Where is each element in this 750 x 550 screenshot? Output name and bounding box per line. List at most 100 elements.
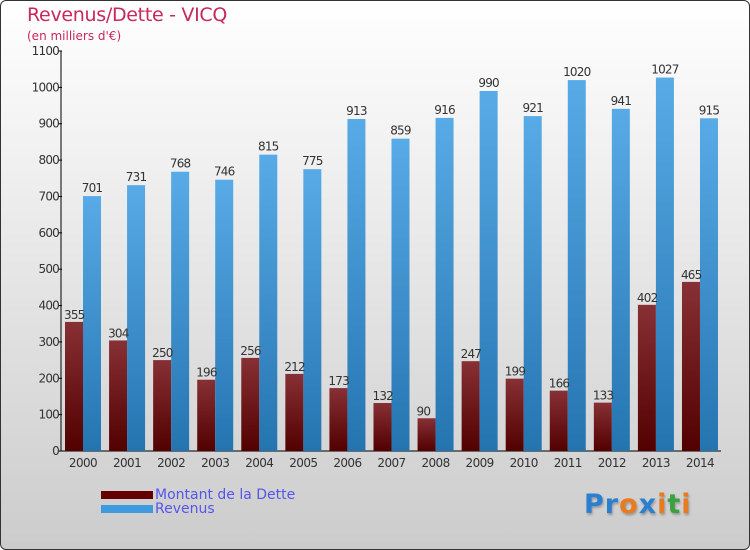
bar-dette <box>593 402 612 451</box>
chart-title: Revenus/Dette - VICQ <box>27 4 228 26</box>
bar-dette <box>109 340 128 451</box>
bar-revenus <box>127 185 146 451</box>
bar-revenus <box>611 108 630 452</box>
data-label-revenus: 815 <box>258 140 279 154</box>
legend-label-dette: Montant de la Dette <box>155 487 296 503</box>
bar-dette <box>505 378 524 451</box>
data-label-dette: 173 <box>328 374 349 388</box>
x-tick-label: 2014 <box>686 456 714 470</box>
y-tick-label: 400 <box>38 299 59 313</box>
x-tick-label: 2009 <box>466 456 494 470</box>
y-tick-label: 900 <box>38 117 59 131</box>
logo-letter: P <box>584 489 605 520</box>
x-tick-label: 2008 <box>421 456 449 470</box>
data-label-dette: 132 <box>372 389 393 403</box>
data-label-dette: 247 <box>461 347 482 361</box>
data-label-revenus: 913 <box>346 104 367 118</box>
bar-dette <box>197 379 216 451</box>
bar-dette <box>285 373 304 451</box>
y-tick-label: 300 <box>38 335 59 349</box>
data-label-dette: 196 <box>196 366 217 380</box>
x-tick-label: 2003 <box>201 456 229 470</box>
data-label-dette: 90 <box>417 404 431 418</box>
bar-dette <box>329 388 348 451</box>
x-tick-label: 2013 <box>642 456 670 470</box>
x-tick-label: 2012 <box>598 456 626 470</box>
data-label-revenus: 731 <box>126 170 147 184</box>
logo-letter: t <box>667 489 682 520</box>
data-label-dette: 199 <box>505 365 526 379</box>
y-tick-label: 700 <box>38 189 59 203</box>
x-tick-label: 2007 <box>377 456 405 470</box>
data-label-dette: 465 <box>681 268 702 282</box>
x-tick-label: 2011 <box>554 456 582 470</box>
legend-swatch-dette <box>101 491 153 499</box>
logo-letter: x <box>638 489 658 520</box>
bar-dette <box>549 390 568 451</box>
data-label-revenus: 701 <box>82 181 103 195</box>
data-label-revenus: 859 <box>390 124 411 138</box>
bar-revenus <box>435 117 454 451</box>
bar-revenus <box>479 91 498 451</box>
data-label-dette: 166 <box>549 377 570 391</box>
bar-dette <box>241 357 260 451</box>
y-tick-label: 600 <box>38 226 59 240</box>
bar-revenus <box>259 154 278 452</box>
logo-letter: i <box>657 489 668 520</box>
y-tick-label: 1000 <box>32 80 60 94</box>
data-label-dette: 250 <box>152 346 173 360</box>
x-tick-label: 2004 <box>245 456 273 470</box>
bar-revenus <box>215 179 234 451</box>
y-tick-label: 200 <box>38 371 59 385</box>
legend-item-revenus: Revenus <box>101 501 215 517</box>
data-label-revenus: 1020 <box>563 65 591 79</box>
bar-revenus <box>567 80 586 451</box>
bar-revenus <box>699 118 718 451</box>
bar-dette <box>681 281 700 451</box>
data-label-revenus: 941 <box>611 94 632 108</box>
data-label-dette: 402 <box>637 291 658 305</box>
data-label-revenus: 921 <box>522 101 543 115</box>
legend-label-revenus: Revenus <box>155 501 215 517</box>
logo-letter: r <box>604 489 620 520</box>
y-tick-label: 1100 <box>32 44 60 58</box>
y-tick-label: 100 <box>38 408 59 422</box>
data-label-revenus: 915 <box>699 103 720 117</box>
bar-revenus <box>523 116 542 451</box>
data-label-revenus: 990 <box>478 76 499 90</box>
data-label-revenus: 775 <box>302 154 323 168</box>
data-label-dette: 133 <box>593 389 614 403</box>
y-tick-label: 0 <box>52 444 59 458</box>
bar-dette <box>153 360 172 451</box>
data-label-revenus: 1027 <box>651 63 679 77</box>
bar-revenus <box>655 77 674 451</box>
data-label-revenus: 746 <box>214 165 235 179</box>
bar-revenus <box>303 169 322 451</box>
legend-item-dette: Montant de la Dette <box>101 487 295 503</box>
bar-dette <box>65 321 83 451</box>
x-tick-label: 2002 <box>157 456 185 470</box>
bar-dette <box>461 361 480 451</box>
x-tick-label: 2001 <box>113 456 141 470</box>
logo-letter: i <box>681 489 692 520</box>
logo-letter: o <box>619 489 639 520</box>
x-tick-label: 2005 <box>289 456 317 470</box>
bar-revenus <box>171 171 190 451</box>
x-tick-label: 2010 <box>510 456 538 470</box>
y-tick-label: 800 <box>38 153 59 167</box>
bar-dette <box>373 403 392 451</box>
bar-revenus <box>83 196 101 451</box>
data-label-dette: 355 <box>64 308 85 322</box>
data-label-dette: 256 <box>240 344 261 358</box>
x-tick-label: 2000 <box>69 456 97 470</box>
bar-revenus <box>391 138 410 452</box>
data-label-revenus: 768 <box>170 157 191 171</box>
legend-swatch-revenus <box>101 505 153 513</box>
data-label-dette: 304 <box>108 326 129 340</box>
data-label-dette: 212 <box>284 360 305 374</box>
bar-revenus <box>347 119 366 451</box>
proxiti-logo: Proxiti <box>584 489 692 520</box>
bar-dette <box>417 418 436 451</box>
